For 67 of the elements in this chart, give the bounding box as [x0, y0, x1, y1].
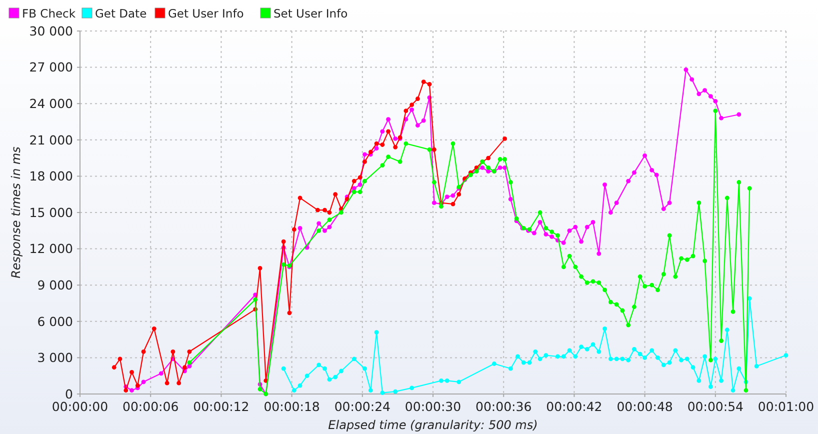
point [380, 142, 385, 147]
point [362, 159, 367, 164]
x-tick-label: 00:00:18 [264, 399, 320, 414]
point [182, 365, 187, 370]
point [333, 192, 338, 197]
point [410, 102, 414, 108]
y-tick-label: 0 [65, 386, 74, 402]
point [486, 156, 491, 160]
point [258, 266, 262, 270]
point [170, 349, 176, 354]
x-tick-label: 00:01:00 [758, 399, 814, 414]
point [130, 370, 134, 374]
point [187, 349, 192, 354]
y-tick-label: 15 000 [29, 204, 74, 220]
point [432, 147, 436, 152]
point [374, 141, 379, 146]
point [386, 129, 390, 134]
legend-label: Set User Info [274, 6, 348, 20]
y-tick-label: 27 000 [29, 60, 74, 75]
point [368, 150, 373, 154]
point [456, 192, 462, 197]
x-tick-label: 00:00:42 [546, 399, 602, 414]
point [427, 82, 432, 86]
y-tick-label: 12 000 [29, 241, 74, 256]
y-tick-label: 30 000 [29, 23, 74, 38]
point [281, 239, 286, 244]
point [135, 383, 140, 388]
point [298, 196, 302, 200]
y-tick-label: 21 000 [29, 132, 74, 148]
x-tick-label: 00:00:54 [687, 399, 744, 414]
x-tick-label: 00:00:00 [52, 399, 108, 414]
point [292, 227, 296, 232]
y-tick-label: 24 000 [29, 96, 74, 111]
point [112, 365, 116, 370]
point [287, 310, 292, 316]
y-tick-label: 3 000 [37, 350, 74, 366]
point [327, 210, 332, 215]
point [393, 144, 398, 150]
point [502, 136, 507, 141]
point [315, 208, 320, 212]
point [164, 380, 170, 386]
point [124, 388, 128, 393]
x-tick-label: 00:00:12 [193, 399, 250, 414]
legend-label: Get Date [95, 6, 147, 20]
point [358, 175, 362, 180]
point [322, 208, 327, 212]
point [141, 349, 146, 354]
x-axis-title: Elapsed time (granularity: 500 ms) [328, 418, 538, 432]
y-tick-label: 6 000 [37, 314, 74, 329]
point [176, 380, 182, 386]
point [352, 178, 356, 184]
y-tick-label: 18 000 [29, 168, 74, 184]
x-tick-label: 00:00:30 [404, 399, 462, 414]
y-tick-label: 9 000 [37, 277, 74, 292]
x-tick-label: 00:00:24 [334, 399, 391, 414]
point [118, 356, 122, 362]
point [450, 202, 456, 206]
point [421, 80, 426, 84]
point [404, 108, 408, 114]
legend-label: Get User Info [168, 6, 244, 20]
x-tick-label: 00:00:36 [476, 399, 532, 414]
x-tick-label: 00:00:06 [122, 399, 179, 414]
x-tick-label: 00:00:48 [616, 399, 673, 414]
point [416, 96, 420, 101]
y-axis-title: Response times in ms [9, 146, 23, 278]
legend-label: FB Check [22, 6, 76, 20]
point [152, 326, 156, 331]
